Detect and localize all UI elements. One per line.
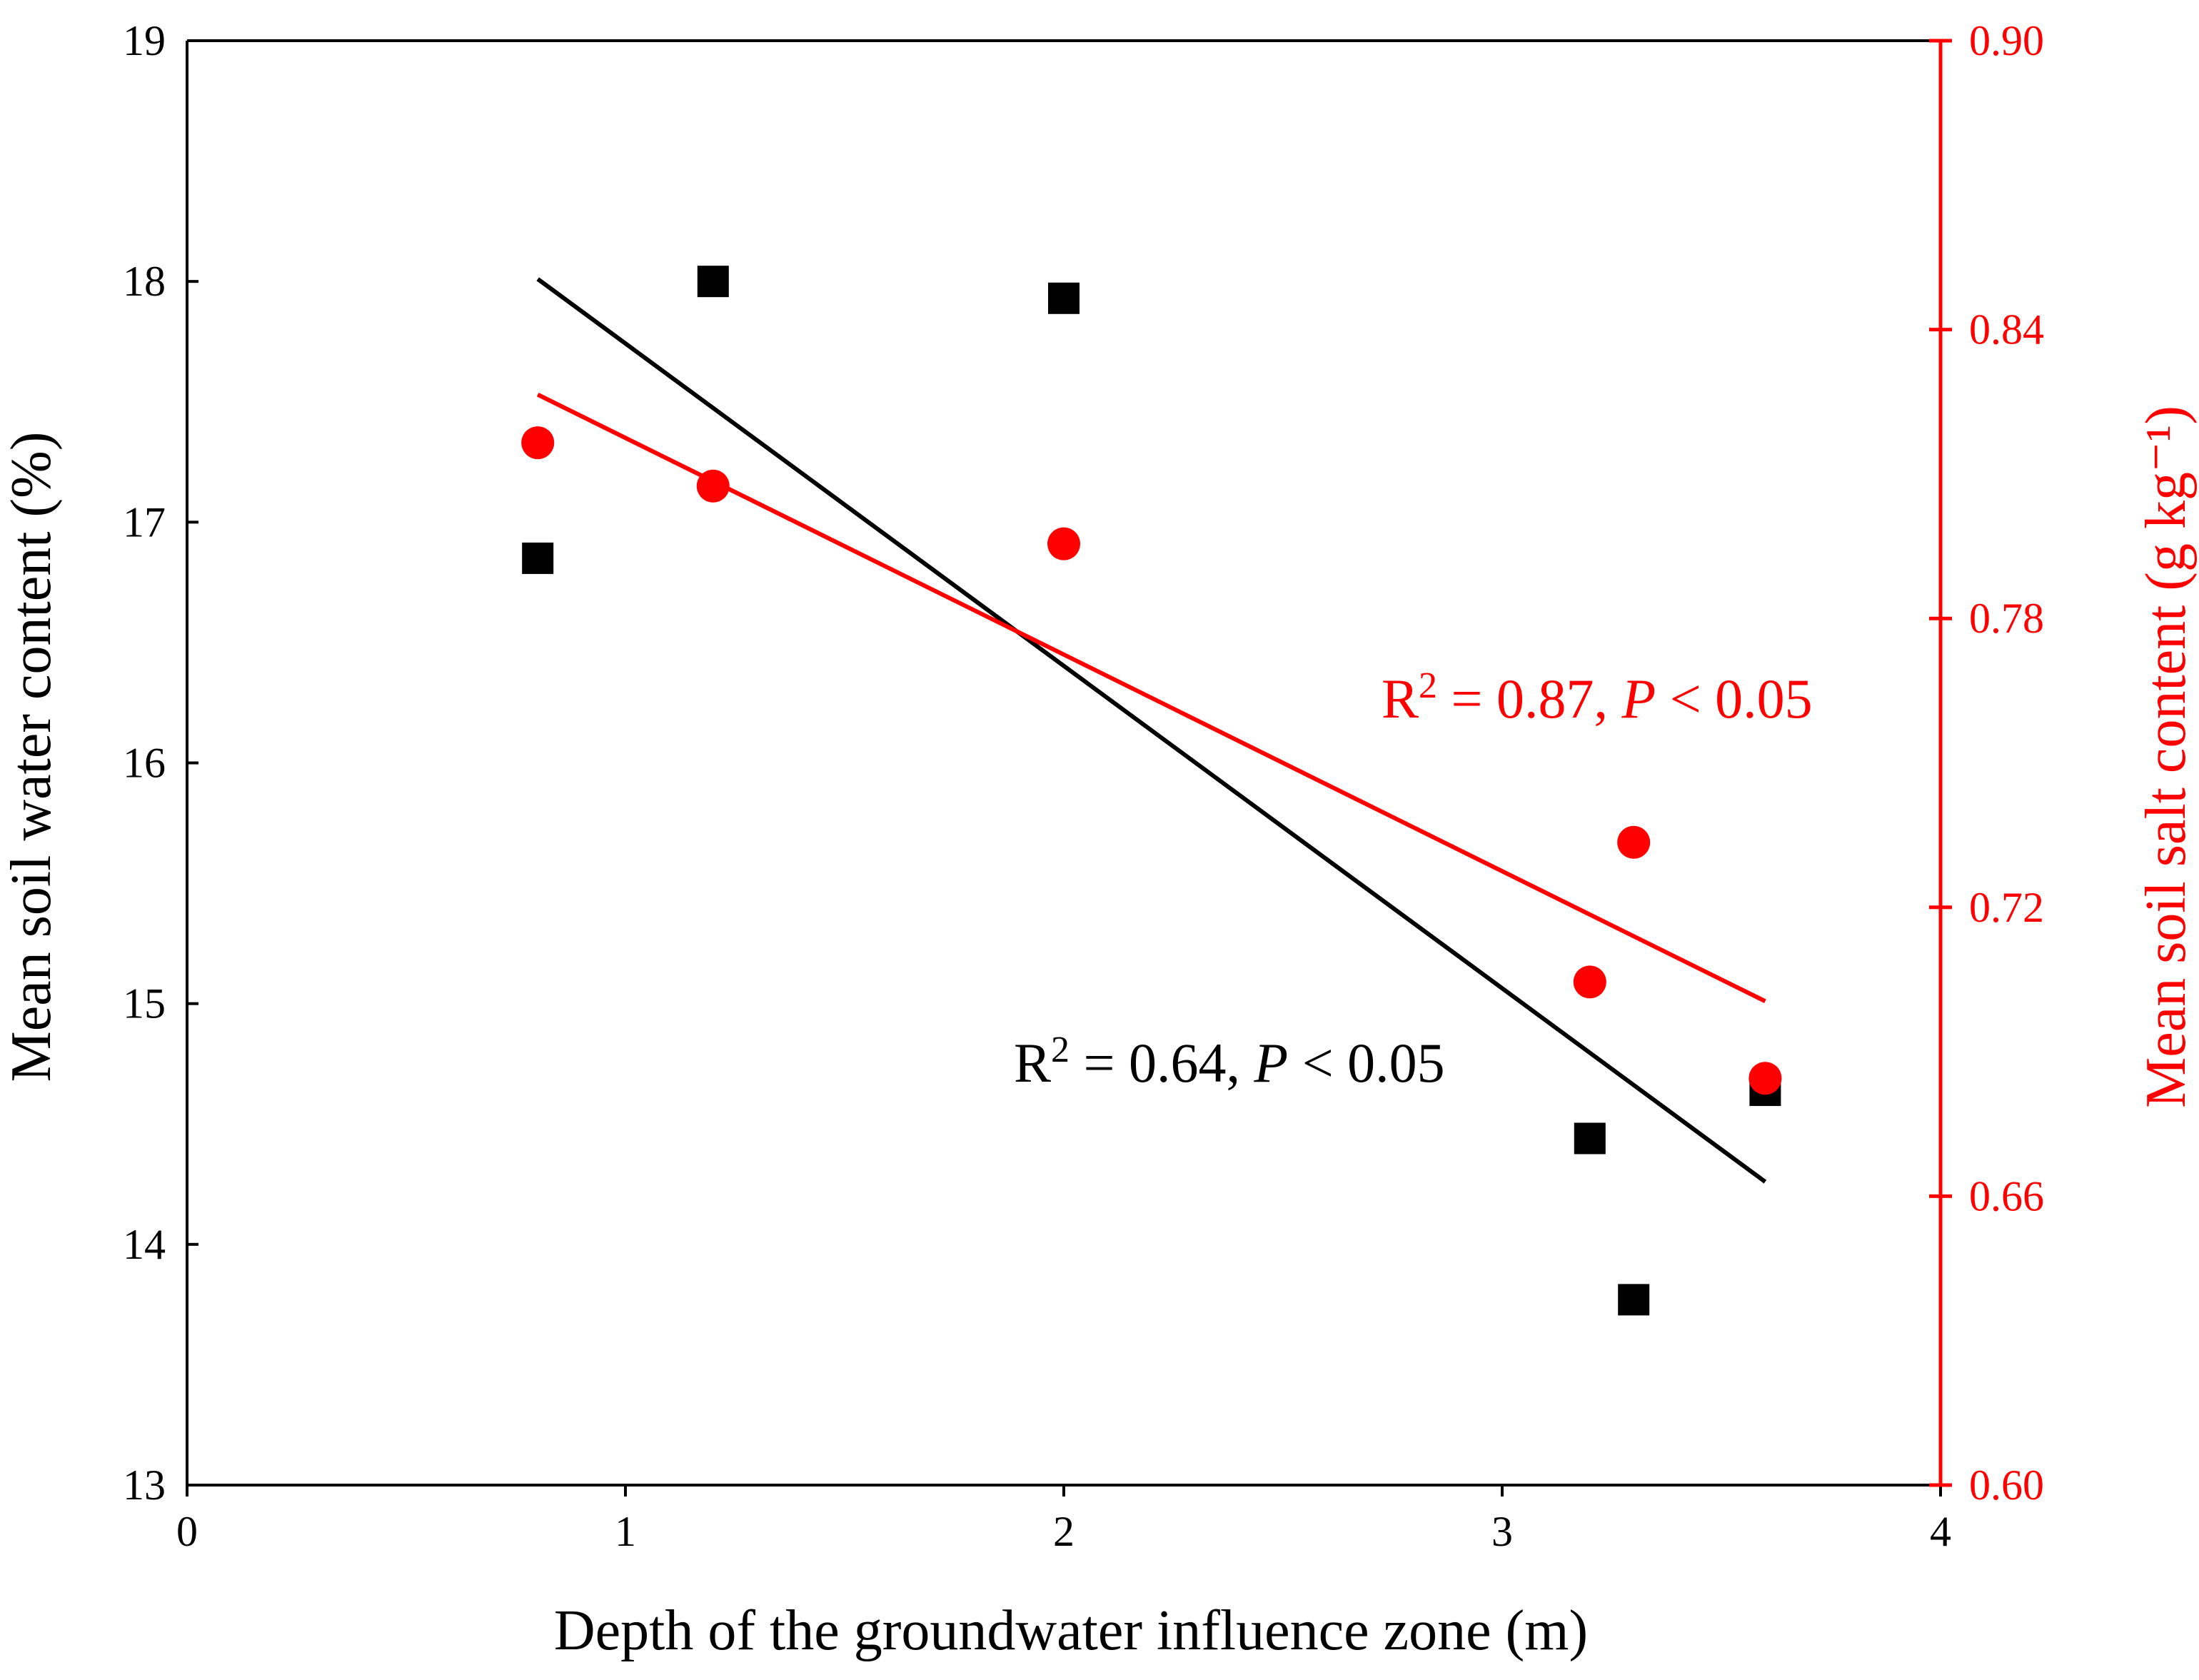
x-ticks: 0 1 2 3 4 <box>176 1485 1951 1555</box>
salt-data-point <box>1617 825 1651 859</box>
water-data-point <box>697 266 729 298</box>
x-axis-title: Depth of the groundwater influence zone … <box>554 1599 1588 1662</box>
data-markers <box>521 266 1782 1316</box>
salt-data-point <box>1573 965 1606 999</box>
right-y-tick-label: 0.84 <box>1969 306 2044 353</box>
water-data-point <box>1048 282 1080 314</box>
right-y-tick-label: 0.66 <box>1969 1172 2044 1219</box>
right-y-tick-label: 0.90 <box>1969 17 2044 64</box>
salt-fit-line <box>536 392 1766 1003</box>
left-y-ticks: 13 14 15 16 17 18 19 <box>123 17 198 1509</box>
salt-data-point <box>696 469 730 503</box>
water-data-point <box>1618 1284 1650 1316</box>
plot-area <box>186 39 1943 1487</box>
water-data-point <box>1574 1122 1606 1155</box>
left-y-tick-label: 14 <box>123 1221 166 1268</box>
salt-fit-annotation: R2 = 0.87, P < 0.05 <box>1382 665 1813 730</box>
right-y-tick-label: 0.78 <box>1969 595 2044 642</box>
water-fit-line <box>536 277 1767 1184</box>
left-y-tick-label: 19 <box>123 17 166 64</box>
salt-data-point <box>1047 527 1080 560</box>
fit-lines <box>536 277 1767 1184</box>
salt-data-point <box>1748 1062 1782 1095</box>
left-y-axis-title: Mean soil water content (%) <box>0 432 63 1082</box>
left-y-tick-label: 18 <box>123 258 166 305</box>
x-tick-label: 2 <box>1053 1508 1075 1555</box>
x-tick-label: 4 <box>1930 1508 1951 1555</box>
right-y-tick-label: 0.72 <box>1969 884 2044 931</box>
x-tick-label: 3 <box>1491 1508 1513 1555</box>
right-y-ticks: 0.60 0.66 0.72 0.78 0.84 0.90 <box>1929 17 2044 1509</box>
left-y-tick-label: 15 <box>123 980 166 1027</box>
left-y-tick-label: 13 <box>123 1462 166 1509</box>
salt-data-point <box>521 426 555 460</box>
water-fit-annotation: R2 = 0.64, P < 0.05 <box>1014 1030 1445 1095</box>
x-tick-label: 1 <box>615 1508 636 1555</box>
water-data-point <box>522 542 554 574</box>
left-y-tick-label: 16 <box>123 740 166 787</box>
x-tick-label: 0 <box>176 1508 198 1555</box>
left-y-tick-label: 17 <box>123 498 166 545</box>
right-y-tick-label: 0.60 <box>1969 1462 2044 1509</box>
right-y-axis-title: Mean soil salt content (g kg⁻¹) <box>2135 406 2198 1108</box>
